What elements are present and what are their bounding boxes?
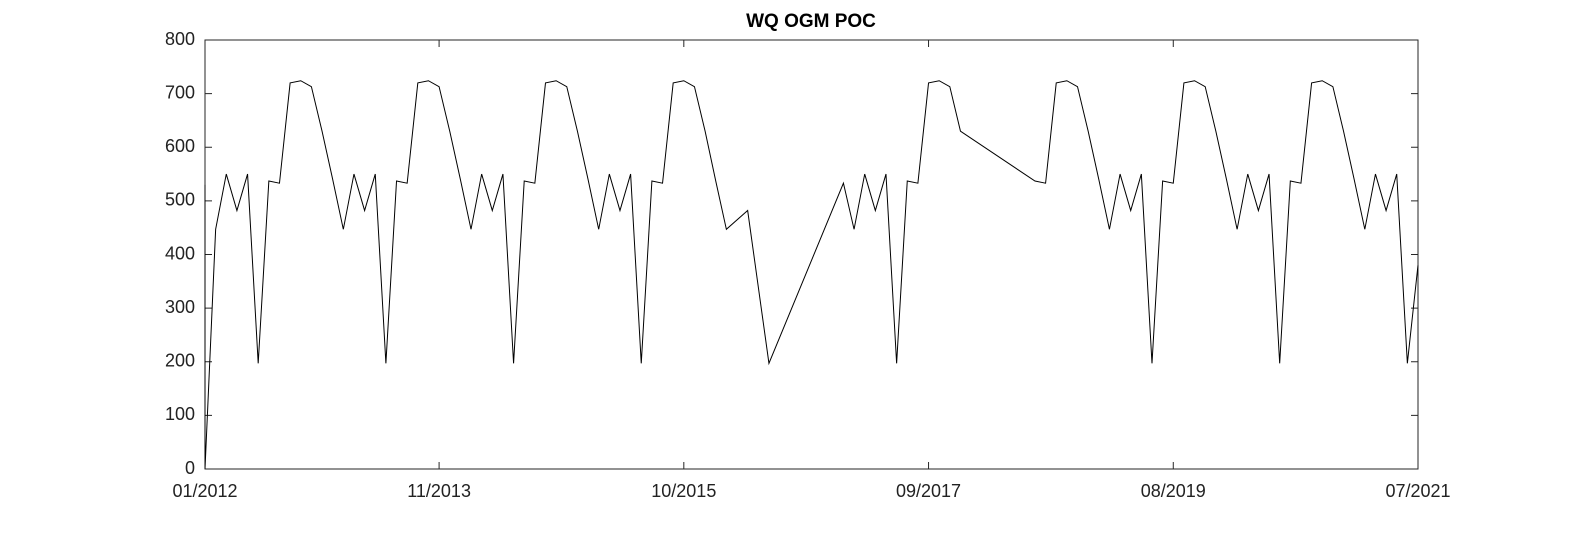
y-tick-label: 0	[185, 458, 195, 478]
y-tick-label: 200	[165, 351, 195, 371]
x-tick-label: 08/2019	[1141, 481, 1206, 501]
y-tick-label: 400	[165, 243, 195, 263]
y-tick-label: 100	[165, 404, 195, 424]
y-tick-label: 600	[165, 136, 195, 156]
y-tick-label: 300	[165, 297, 195, 317]
x-tick-label: 01/2012	[172, 481, 237, 501]
y-tick-label: 800	[165, 29, 195, 49]
x-tick-label: 07/2021	[1385, 481, 1450, 501]
y-tick-label: 500	[165, 190, 195, 210]
x-tick-label: 09/2017	[896, 481, 961, 501]
data-line	[204, 80, 1419, 470]
x-tick-label: 11/2013	[407, 481, 471, 501]
y-tick-label: 700	[165, 82, 195, 102]
x-tick-label: 10/2015	[651, 481, 716, 501]
chart-title: WQ OGM POC	[746, 11, 876, 32]
